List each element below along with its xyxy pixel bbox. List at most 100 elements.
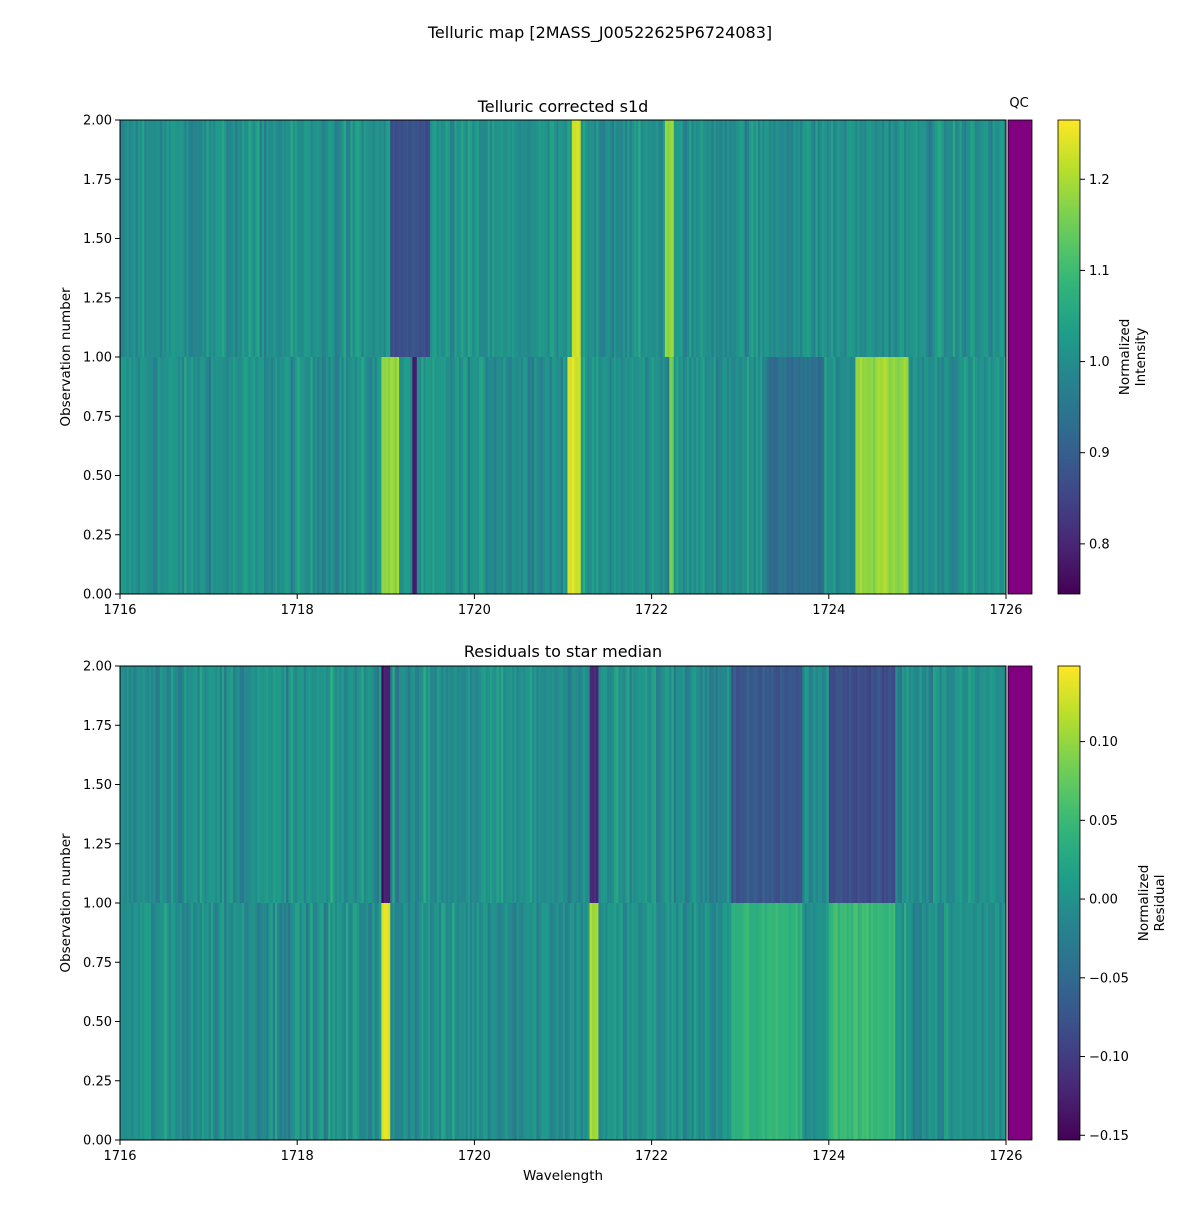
heatmap-cell <box>687 120 690 357</box>
heatmap-cell <box>656 357 659 594</box>
heatmap-cell <box>901 120 905 357</box>
heatmap-cell <box>279 120 283 357</box>
heatmap-cell <box>173 903 176 1140</box>
heatmap-cell <box>443 666 446 903</box>
heatmap-cell <box>773 120 776 357</box>
heatmap-cell <box>749 903 752 1140</box>
heatmap-cell <box>286 120 289 357</box>
heatmap-cell <box>483 666 486 903</box>
heatmap-cell <box>175 120 178 357</box>
heatmap-cell <box>981 666 985 903</box>
heatmap-cell <box>137 357 141 594</box>
heatmap-cell <box>456 903 460 1140</box>
heatmap-cell <box>345 666 349 903</box>
heatmap-cell <box>607 903 610 1140</box>
heatmap-cell <box>859 120 863 357</box>
heatmap-cell <box>746 357 750 594</box>
heatmap-cell <box>691 120 695 357</box>
heatmap-cell <box>881 903 885 1140</box>
heatmap-cell <box>793 666 796 903</box>
heatmap-cell <box>613 903 617 1140</box>
heatmap-cell <box>968 357 971 594</box>
heatmap-cell <box>365 120 369 357</box>
heatmap-cell <box>886 120 889 357</box>
heatmap-cell <box>379 666 382 903</box>
heatmap-cell <box>569 903 573 1140</box>
heatmap-cell <box>742 357 745 594</box>
heatmap-cell <box>195 903 198 1140</box>
heatmap-cell <box>224 666 227 903</box>
heatmap-cell <box>213 357 216 594</box>
heatmap-cell <box>354 120 358 357</box>
heatmap-cell <box>988 357 991 594</box>
heatmap-cell <box>952 120 956 357</box>
heatmap-cell <box>658 120 661 357</box>
heatmap-cell <box>877 120 881 357</box>
heatmap-cell <box>186 666 190 903</box>
heatmap-cell <box>219 903 223 1140</box>
heatmap-cell <box>640 357 644 594</box>
heatmap-cell <box>425 903 429 1140</box>
heatmap-cell <box>485 357 489 594</box>
heatmap-cell <box>620 357 624 594</box>
heatmap-cell <box>899 120 903 357</box>
heatmap-cell <box>642 357 646 594</box>
heatmap-cell <box>580 357 584 594</box>
heatmap-cell <box>294 120 298 357</box>
heatmap-cell <box>757 357 761 594</box>
heatmap-cell <box>897 120 901 357</box>
heatmap-cell <box>281 666 285 903</box>
heatmap-cell <box>828 357 832 594</box>
heatmap-cell <box>782 357 785 594</box>
heatmap-cell <box>551 666 555 903</box>
heatmap-cell <box>319 666 322 903</box>
heatmap-cell <box>724 903 728 1140</box>
y-tick-label: 0.50 <box>83 1015 112 1030</box>
heatmap-cell <box>831 357 834 594</box>
heatmap-cell <box>286 357 289 594</box>
heatmap-cell <box>255 666 258 903</box>
heatmap-cell <box>445 666 449 903</box>
heatmap-cell <box>447 357 451 594</box>
heatmap-cell <box>326 357 329 594</box>
heatmap-cell <box>155 120 159 357</box>
heatmap-cell <box>915 666 918 903</box>
heatmap-cell <box>388 666 391 903</box>
heatmap-cell <box>828 120 832 357</box>
heatmap-cell <box>230 120 234 357</box>
heatmap-cell <box>999 903 1002 1140</box>
heatmap-cell <box>193 357 196 594</box>
heatmap-cell <box>769 357 772 594</box>
heatmap-cell <box>664 903 668 1140</box>
heatmap-cell <box>811 903 814 1140</box>
heatmap-cell <box>388 903 391 1140</box>
heatmap-cell <box>166 120 170 357</box>
colorbar: 0.80.91.01.11.2 <box>1057 119 1110 595</box>
heatmap-cell <box>213 120 216 357</box>
heatmap-cell <box>704 666 708 903</box>
heatmap-cell <box>868 120 872 357</box>
heatmap-cell <box>702 903 706 1140</box>
heatmap-cell <box>142 903 145 1140</box>
heatmap-cell <box>370 666 373 903</box>
heatmap-cell <box>523 666 526 903</box>
heatmap-cell <box>609 357 613 594</box>
heatmap-cell <box>842 666 845 903</box>
heatmap-cell <box>270 357 274 594</box>
heatmap-cell <box>170 357 174 594</box>
y-tick-label: 2.00 <box>83 114 112 129</box>
heatmap-cell <box>199 120 203 357</box>
heatmap-cell <box>560 120 564 357</box>
heatmap-cell <box>131 666 134 903</box>
heatmap-cell <box>503 903 506 1140</box>
heatmap-cell <box>955 666 958 903</box>
heatmap-cell <box>372 666 376 903</box>
heatmap-cell <box>866 903 870 1140</box>
heatmap-cell <box>819 903 823 1140</box>
heatmap-cell <box>259 120 263 357</box>
heatmap-cell <box>272 903 276 1140</box>
heatmap-cell <box>591 903 595 1140</box>
heatmap-cell <box>795 903 799 1140</box>
heatmap-cell <box>469 666 473 903</box>
heatmap-cell <box>660 357 664 594</box>
